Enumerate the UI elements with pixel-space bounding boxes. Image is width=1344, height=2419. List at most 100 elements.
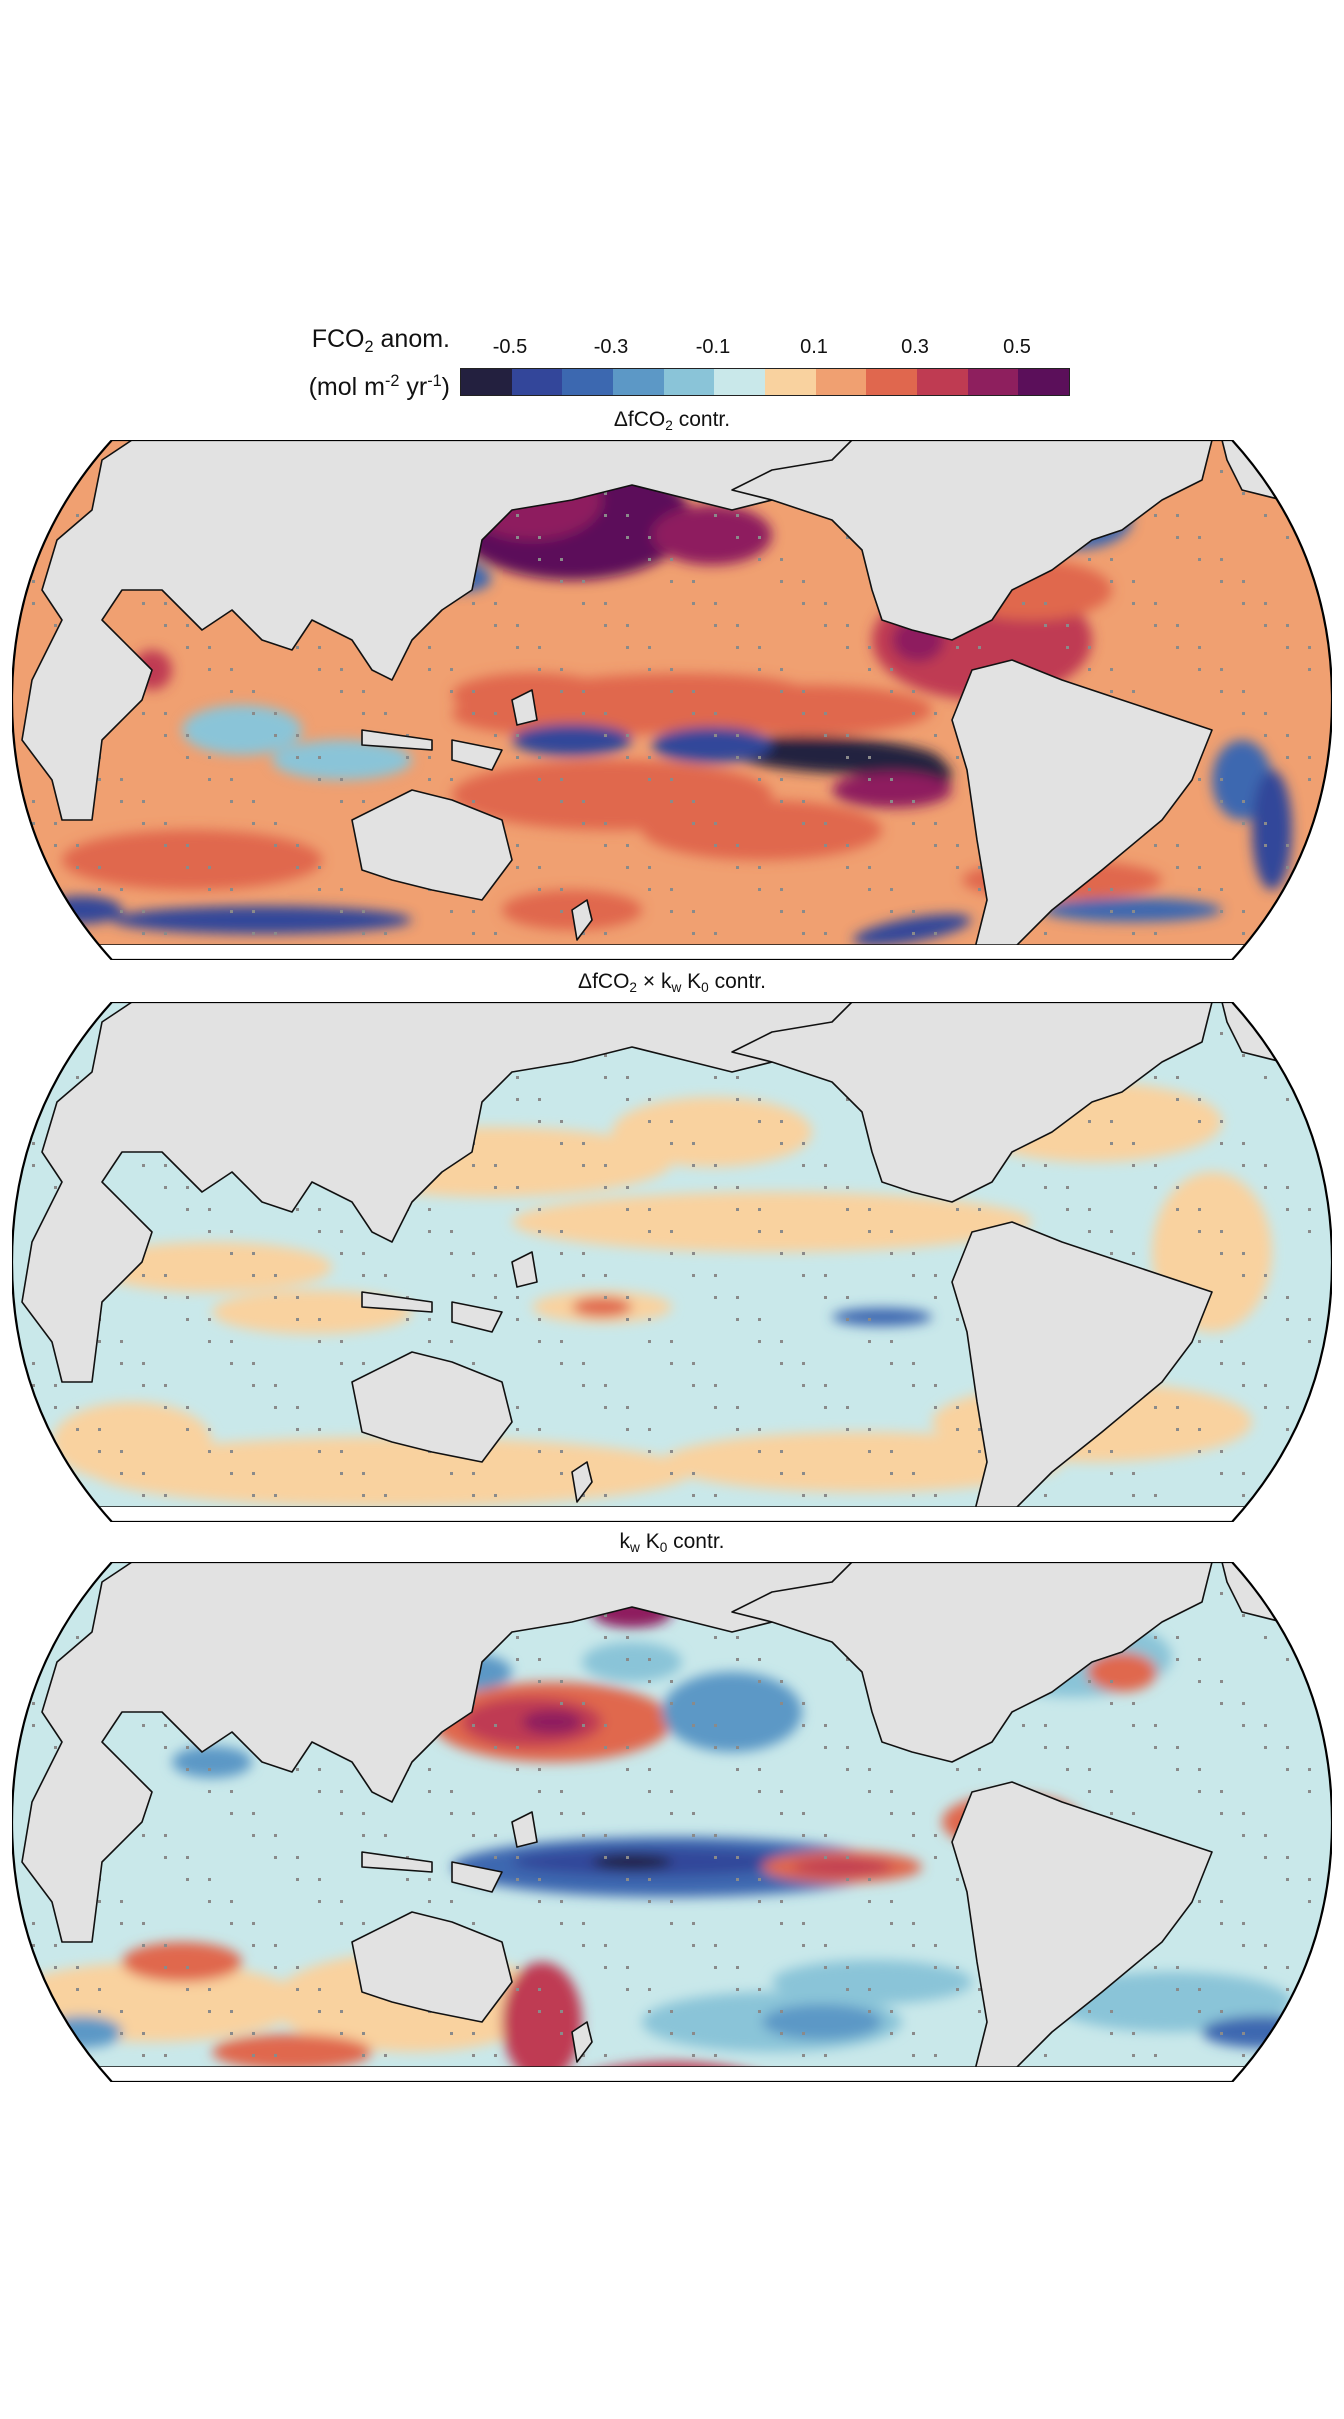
colorbar-title-line1: FCO2 anom. — [260, 322, 450, 364]
p3-sub2: 0 — [659, 1540, 668, 1556]
anomaly-region — [652, 505, 772, 565]
anomaly-region — [62, 830, 322, 890]
continent — [21, 1002, 853, 1383]
continent — [351, 1911, 513, 2023]
p2-sub2: w — [671, 980, 682, 996]
continent — [571, 2021, 593, 2063]
colorbar-swatch — [1018, 369, 1070, 395]
continent — [951, 1781, 1213, 2082]
anomaly-region — [832, 1308, 932, 1326]
anomaly-region — [582, 1642, 682, 1682]
anomaly-region — [692, 685, 932, 735]
anomaly-region — [662, 1432, 1062, 1492]
continent — [731, 440, 1213, 641]
anomaly-region — [512, 724, 632, 756]
anomaly-region — [92, 1242, 332, 1292]
continent — [571, 899, 593, 941]
no-data-band — [12, 945, 1332, 960]
continent — [571, 1461, 593, 1503]
p2-tc: K — [681, 970, 702, 993]
continent — [731, 1002, 1213, 1203]
continent — [951, 1221, 1213, 1522]
continent — [451, 1301, 503, 1333]
colorbar-swatch — [511, 369, 563, 395]
colorbar-swatch — [917, 369, 968, 395]
ocean-field — [12, 1002, 1332, 1522]
p2-sub: 2 — [629, 980, 638, 996]
colorbar-tick: -0.5 — [492, 336, 528, 358]
p2-ta: ΔfCO — [578, 970, 630, 993]
continent — [511, 1811, 538, 1848]
colorbar-title: FCO2 anom. (mol m-2 yr-1) — [260, 322, 450, 404]
anomaly-region — [92, 1437, 692, 1507]
anomaly-region — [592, 1854, 672, 1870]
colorbar-tick: -0.1 — [695, 336, 731, 358]
continent — [351, 789, 513, 901]
anomaly-region — [212, 2034, 372, 2070]
ocean-field — [12, 440, 1332, 960]
cb-t2a: (mol m — [308, 372, 385, 401]
no-data-band — [12, 1507, 1332, 1522]
anomaly-region — [172, 1746, 252, 1778]
anomaly-region — [772, 1960, 972, 2004]
p3-sub: w — [630, 1540, 640, 1556]
colorbar-swatch — [815, 369, 867, 395]
colorbar-tick: 0.5 — [1003, 336, 1031, 358]
colorbar-swatch — [765, 369, 816, 395]
continent — [361, 1851, 433, 1873]
map-panel-dfco2-kwk0 — [12, 1002, 1332, 1522]
cb-t2b: yr — [399, 372, 428, 401]
anomaly-region — [572, 1297, 632, 1317]
anomaly-region — [112, 906, 412, 934]
map-frame — [12, 440, 1332, 960]
anomaly-region — [792, 1859, 892, 1875]
panel-title-dfco2-kwk0: ΔfCO2 × kw K0 contr. — [0, 970, 1344, 995]
anomaly-region — [852, 914, 972, 946]
continent — [21, 1562, 853, 1943]
colorbar-swatch — [967, 369, 1019, 395]
anomaly-region — [522, 1710, 582, 1734]
continent — [511, 1251, 538, 1288]
anomaly-region — [762, 2004, 882, 2040]
p1-tb: contr. — [672, 408, 731, 431]
continent — [731, 1562, 1213, 1763]
panel-title-kwk0: kw K0 contr. — [0, 1530, 1344, 1555]
colorbar-swatch — [562, 369, 614, 395]
colorbar-tick: 0.3 — [901, 336, 929, 358]
anomaly-region — [182, 705, 302, 755]
anomaly-region — [502, 1962, 582, 2082]
anomaly-region — [652, 727, 772, 763]
p3-tb: K — [639, 1530, 660, 1553]
anomaly-region — [512, 1192, 1032, 1252]
map-frame — [12, 1562, 1332, 2082]
continent — [361, 1291, 433, 1313]
continent — [21, 440, 853, 821]
p1-ta: ΔfCO — [613, 408, 666, 431]
cb-t2c: ) — [441, 372, 450, 401]
cb-t2-sup1: -2 — [384, 371, 400, 390]
continent — [361, 729, 433, 751]
colorbar-swatch — [663, 369, 715, 395]
anomaly-region — [122, 1942, 242, 1982]
cb-t1a: FCO — [311, 325, 365, 353]
colorbar — [460, 368, 1070, 396]
anomaly-region — [1087, 1652, 1157, 1692]
colorbar-tick: -0.3 — [593, 336, 629, 358]
colorbar-title-line2: (mol m-2 yr-1) — [260, 364, 450, 404]
map-panel-kwk0 — [12, 1562, 1332, 2082]
map-frame — [12, 1002, 1332, 1522]
cb-t2-sup2: -1 — [427, 371, 442, 390]
colorbar-swatch — [866, 369, 918, 395]
p2-tb: × k — [637, 970, 672, 993]
colorbar-swatch — [461, 369, 512, 395]
cb-t1b: anom. — [373, 325, 451, 353]
anomaly-region — [832, 772, 952, 808]
anomaly-region — [52, 1402, 212, 1482]
panel-title-dfco2: ΔfCO2 contr. — [0, 408, 1344, 433]
anomaly-region — [612, 1097, 812, 1167]
continent — [451, 739, 503, 771]
colorbar-swatch — [714, 369, 766, 395]
anomaly-region — [1052, 1972, 1292, 2032]
ocean-field — [12, 1562, 1332, 2082]
continent — [451, 1861, 503, 1893]
